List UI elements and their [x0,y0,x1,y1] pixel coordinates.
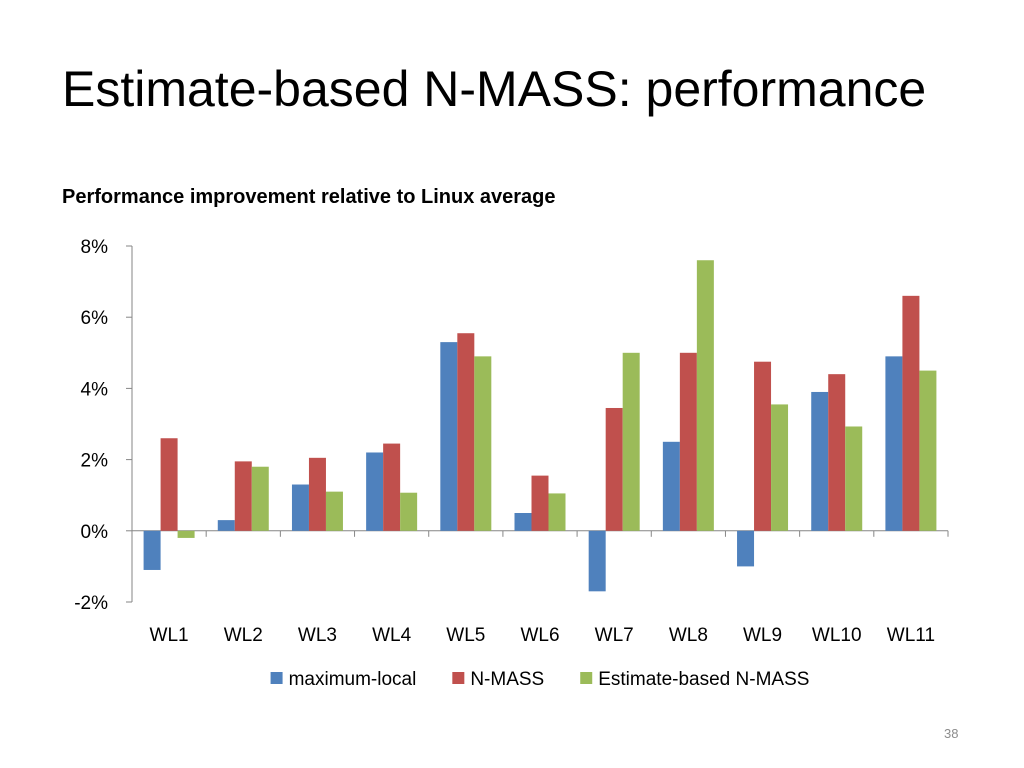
y-tick-label: 2% [81,451,109,472]
legend-swatch [270,672,283,684]
bar-estimate-based-n-mass [400,492,418,531]
y-tick-label: 0% [81,522,109,543]
slide-title: Estimate-based N-MASS: performance [62,61,927,117]
bar-maximum-local [366,452,384,531]
x-tick-label: WL10 [812,625,862,646]
bar-estimate-based-n-mass [474,356,492,531]
legend-swatch [452,672,465,684]
y-tick-label: 4% [81,379,109,400]
bar-maximum-local [514,513,532,531]
bar-n-mass [160,438,178,531]
x-tick-label: WL1 [150,625,189,646]
x-tick-label: WL4 [372,625,412,646]
bar-n-mass [308,457,326,531]
bar-maximum-local [811,391,829,531]
x-tick-label: WL8 [669,625,708,646]
bar-n-mass [234,461,252,531]
bar-maximum-local [737,530,755,567]
x-tick-label: WL6 [520,625,559,646]
x-tick-label: WL11 [887,625,935,646]
bar-estimate-based-n-mass [771,404,789,531]
bar-estimate-based-n-mass [622,352,640,531]
bar-n-mass [531,475,549,531]
bar-estimate-based-n-mass [845,426,863,531]
x-tick-label: WL9 [743,625,782,646]
bar-n-mass [605,407,623,531]
legend-label: Estimate-based N-MASS [598,669,809,690]
legend-label: maximum-local [289,669,417,690]
bar-estimate-based-n-mass [696,260,714,531]
bar-maximum-local [885,356,903,531]
chart-title: Performance improvement relative to Linu… [62,186,556,208]
bar-maximum-local [291,484,309,531]
bar-estimate-based-n-mass [177,530,195,538]
legend-label: N-MASS [470,669,544,690]
bar-maximum-local [143,530,161,570]
x-tick-label: WL5 [446,625,485,646]
x-tick-label: WL3 [298,625,337,646]
x-tick-label: WL2 [224,625,263,646]
bar-n-mass [902,295,920,531]
bar-n-mass [679,352,697,531]
x-tick-label: WL7 [595,625,634,646]
bar-estimate-based-n-mass [251,466,269,531]
bar-n-mass [457,333,475,531]
bar-maximum-local [588,530,606,592]
y-tick-label: 6% [81,308,109,329]
bar-n-mass [828,374,846,531]
bar-estimate-based-n-mass [919,370,937,531]
bar-estimate-based-n-mass [325,491,343,531]
page-number: 38 [944,726,959,741]
legend-swatch [580,672,593,684]
bar-n-mass [383,443,401,531]
y-tick-label: -2% [74,593,108,614]
bar-maximum-local [217,520,235,531]
y-tick-label: 8% [81,237,109,258]
bar-maximum-local [662,441,680,531]
bar-maximum-local [440,342,458,531]
bar-n-mass [754,361,772,531]
bar-estimate-based-n-mass [548,493,566,531]
